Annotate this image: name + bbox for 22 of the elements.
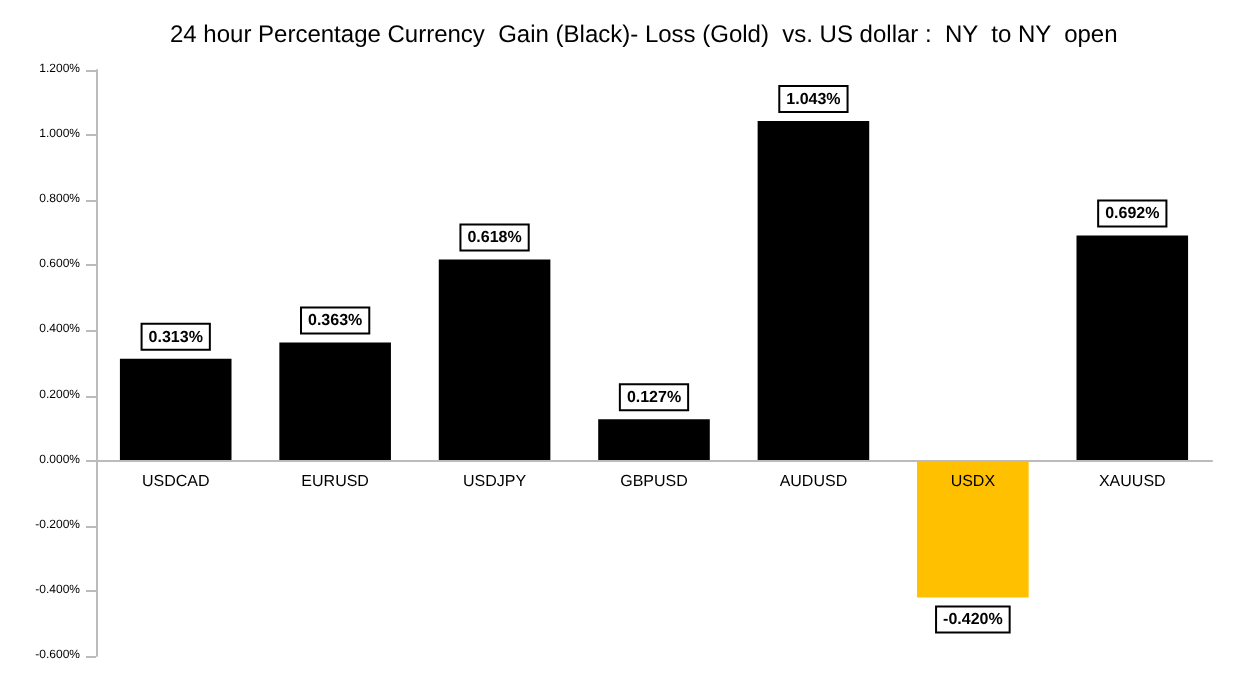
- x-tick-label: USDJPY: [463, 471, 528, 490]
- data-label: 0.363%: [308, 311, 363, 330]
- bar: [757, 121, 870, 461]
- x-tick-label: USDCAD: [141, 471, 210, 490]
- bar: [1076, 235, 1189, 461]
- bar: [438, 259, 551, 461]
- bar: [119, 358, 232, 461]
- bar: [279, 342, 391, 461]
- x-tick-label: XAUUSD: [1098, 471, 1167, 490]
- x-tick-label: GBPUSD: [620, 471, 689, 490]
- data-label: 0.313%: [148, 327, 203, 346]
- data-label: 0.692%: [1105, 204, 1160, 223]
- bar: [917, 460, 1029, 598]
- chart-title: 24 hour Percentage Currency Gain (Black)- Loss (Gold) vs. US dollar : NY to NY open: [170, 20, 1118, 48]
- data-label: 1.043%: [786, 90, 841, 109]
- data-label: 0.127%: [626, 388, 682, 407]
- data-label: -0.420%: [943, 610, 1003, 629]
- x-tick-label: USDX: [950, 471, 997, 490]
- bar: [598, 419, 710, 461]
- x-tick-label: AUDUSD: [779, 471, 848, 490]
- data-label: 0.618%: [467, 228, 522, 247]
- x-tick-label: EURUSD: [301, 471, 370, 490]
